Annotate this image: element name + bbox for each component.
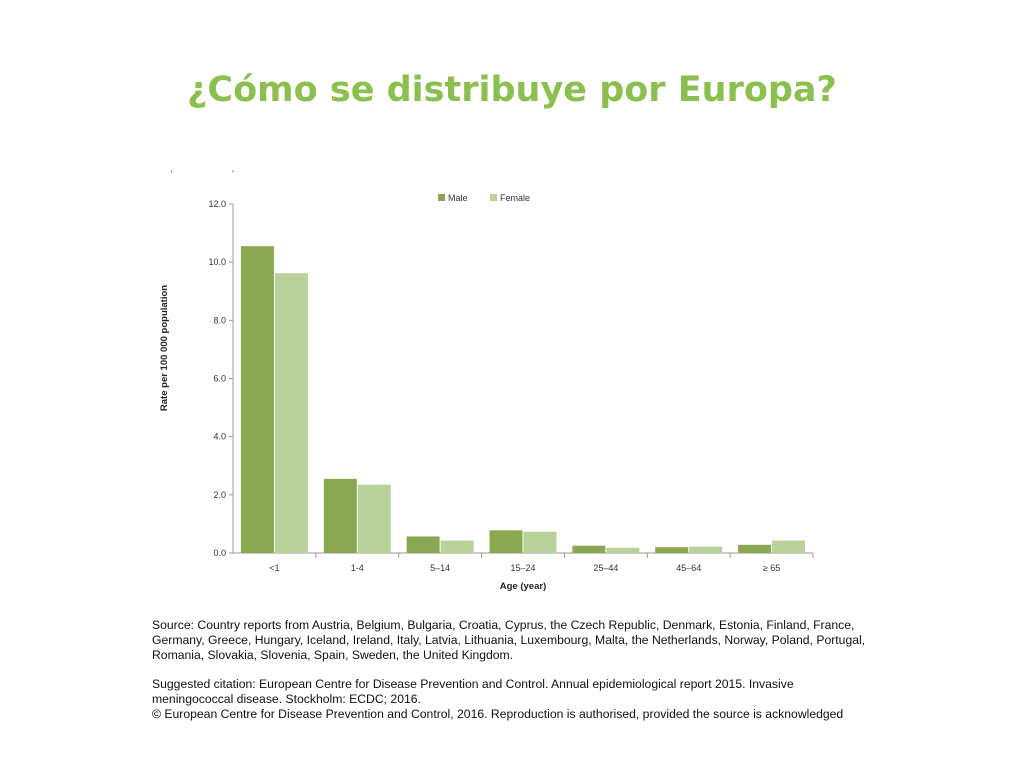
- y-tick-label: 4.0: [213, 432, 226, 442]
- y-tick-label: 10.0: [208, 257, 226, 267]
- bar-male-6: [655, 547, 689, 553]
- bar-male-1: [240, 246, 274, 553]
- x-tick-label: <1: [269, 563, 279, 573]
- bars: [240, 246, 806, 553]
- x-tick-label: 5–14: [430, 563, 450, 573]
- bar-female-4: [523, 531, 557, 553]
- source-footer: Source: Country reports from Austria, Be…: [152, 618, 872, 722]
- x-tick-label: 1-4: [351, 563, 364, 573]
- legend: Male Female: [438, 193, 530, 203]
- x-tick-label: 25–44: [593, 563, 618, 573]
- bar-female-7: [772, 540, 806, 553]
- bar-female-5: [606, 547, 640, 553]
- x-tick-label: ≥ 65: [763, 563, 780, 573]
- y-axis-label: Rate per 100 000 population: [159, 285, 170, 411]
- bar-male-3: [406, 536, 440, 553]
- slide-title: ¿Cómo se distribuye por Europa?: [187, 70, 837, 110]
- legend-swatch-female: [490, 194, 497, 201]
- y-tick-label: 2.0: [213, 490, 226, 500]
- bar-chart: Rate per 100 000 population Age (year) M…: [159, 193, 814, 592]
- bar-female-3: [440, 540, 474, 553]
- stray-marks: . .: [170, 164, 263, 175]
- y-tick-label: 0.0: [213, 548, 226, 558]
- x-tick-label: 15–24: [510, 563, 535, 573]
- x-axis-label: Age (year): [500, 581, 546, 592]
- y-tick-label: 6.0: [213, 374, 226, 384]
- y-tick-label: 8.0: [213, 315, 226, 325]
- legend-label-female: Female: [500, 193, 530, 203]
- legend-label-male: Male: [448, 193, 468, 203]
- bar-female-1: [274, 273, 308, 553]
- bar-male-5: [572, 545, 606, 553]
- x-tick-label: 45–64: [676, 563, 701, 573]
- bar-male-4: [489, 530, 523, 553]
- bar-female-2: [357, 484, 391, 553]
- bar-male-7: [738, 544, 772, 553]
- copyright-note: © European Centre for Disease Prevention…: [152, 707, 844, 721]
- bar-female-6: [689, 546, 723, 553]
- citation-note: Suggested citation: European Centre for …: [152, 677, 794, 706]
- bar-male-2: [323, 478, 357, 553]
- source-note: Source: Country reports from Austria, Be…: [152, 618, 866, 662]
- legend-swatch-male: [438, 194, 445, 201]
- y-tick-label: 12.0: [208, 199, 226, 209]
